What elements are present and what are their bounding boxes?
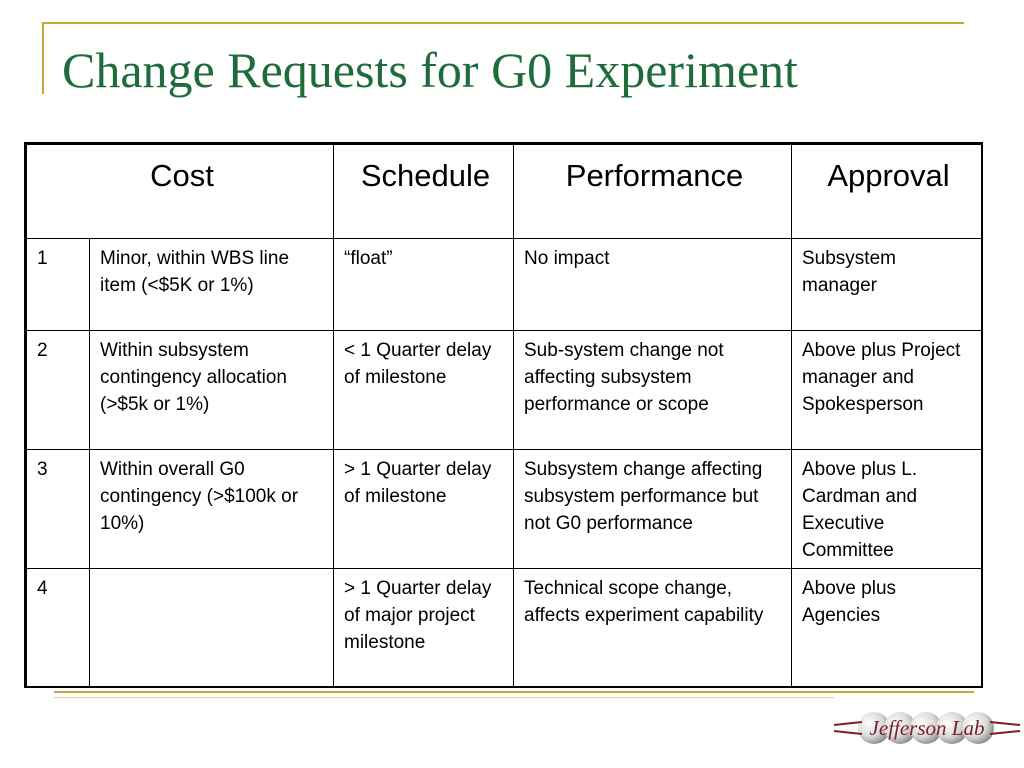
cost-cell: Minor, within WBS line item (<$5K or 1%)	[89, 238, 334, 331]
jefferson-lab-logo-icon: Jefferson Lab	[832, 698, 1022, 758]
table-row: 4 > 1 Quarter delay of major project mil…	[26, 568, 982, 688]
top-accent-line	[42, 22, 964, 24]
schedule-cell: “float”	[333, 238, 514, 331]
approval-cell: Above plus Agencies	[791, 568, 982, 688]
cost-cell	[89, 568, 334, 688]
level-cell: 2	[26, 330, 90, 450]
approval-cell: Above plus L. Cardman and Executive Comm…	[791, 449, 982, 569]
approval-cell: Subsystem manager	[791, 238, 982, 331]
schedule-cell: > 1 Quarter delay of milestone	[333, 449, 514, 569]
level-cell: 1	[26, 238, 90, 331]
header-row: Cost Schedule Performance Approval	[26, 144, 982, 239]
table-row: 2 Within subsystem contingency allocatio…	[26, 330, 982, 450]
performance-cell: No impact	[513, 238, 792, 331]
performance-cell: Technical scope change, affects experime…	[513, 568, 792, 688]
logo-text: Jefferson Lab	[870, 716, 985, 740]
header-approval: Approval	[791, 144, 982, 239]
header-performance: Performance	[513, 144, 792, 239]
level-cell: 3	[26, 449, 90, 569]
performance-cell: Subsystem change affecting subsystem per…	[513, 449, 792, 569]
cost-cell: Within overall G0 contingency (>$100k or…	[89, 449, 334, 569]
change-request-table: Cost Schedule Performance Approval 1 Min…	[24, 142, 983, 688]
bottom-accent-line	[54, 691, 974, 693]
level-cell: 4	[26, 568, 90, 688]
left-accent-line	[42, 22, 44, 94]
header-cost: Cost	[26, 144, 334, 239]
schedule-cell: > 1 Quarter delay of major project miles…	[333, 568, 514, 688]
slide-title: Change Requests for G0 Experiment	[62, 42, 798, 98]
header-schedule: Schedule	[333, 144, 514, 239]
approval-cell: Above plus Project manager and Spokesper…	[791, 330, 982, 450]
table-row: 3 Within overall G0 contingency (>$100k …	[26, 449, 982, 569]
schedule-cell: < 1 Quarter delay of milestone	[333, 330, 514, 450]
performance-cell: Sub-system change not affecting subsyste…	[513, 330, 792, 450]
bottom-accent-line-thin	[54, 697, 834, 698]
cost-cell: Within subsystem contingency allocation …	[89, 330, 334, 450]
table-row: 1 Minor, within WBS line item (<$5K or 1…	[26, 238, 982, 331]
